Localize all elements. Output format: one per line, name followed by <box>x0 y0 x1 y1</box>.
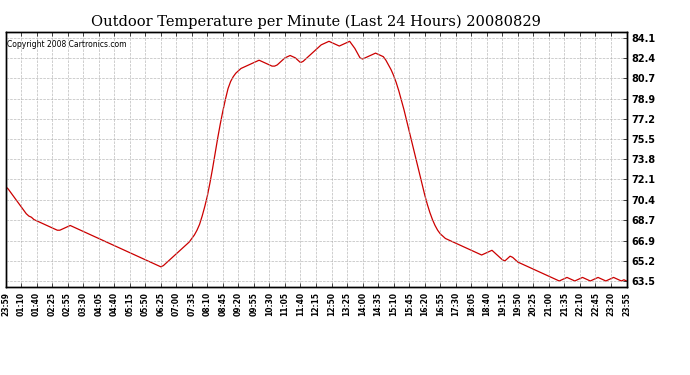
Title: Outdoor Temperature per Minute (Last 24 Hours) 20080829: Outdoor Temperature per Minute (Last 24 … <box>91 15 541 29</box>
Text: Copyright 2008 Cartronics.com: Copyright 2008 Cartronics.com <box>8 39 127 48</box>
